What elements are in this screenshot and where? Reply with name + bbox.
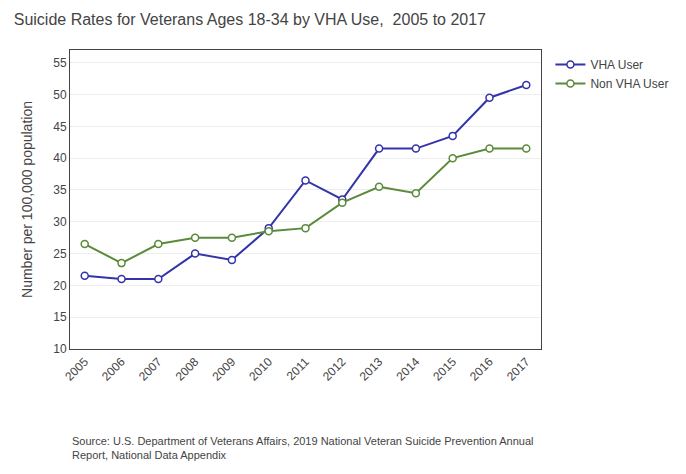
svg-text:45: 45 [53,120,67,134]
svg-text:2006: 2006 [99,355,128,384]
svg-text:2008: 2008 [173,355,202,384]
svg-text:30: 30 [53,215,67,229]
svg-text:2005: 2005 [62,355,91,384]
svg-text:2017: 2017 [504,355,533,384]
svg-text:Non VHA User: Non VHA User [590,77,668,91]
svg-text:40: 40 [53,151,67,165]
svg-text:50: 50 [53,88,67,102]
svg-text:VHA User: VHA User [590,58,643,72]
svg-text:2012: 2012 [320,355,349,384]
svg-text:2009: 2009 [209,355,238,384]
svg-text:25: 25 [53,247,67,261]
svg-text:Suicide Rates for Veterans Age: Suicide Rates for Veterans Ages 18-34 by… [14,11,486,28]
svg-text:15: 15 [53,310,67,324]
svg-text:20: 20 [53,279,67,293]
svg-text:10: 10 [53,342,67,356]
svg-text:2010: 2010 [246,355,275,384]
svg-text:35: 35 [53,183,67,197]
svg-text:Source: U.S. Department of Vet: Source: U.S. Department of Veterans Affa… [72,435,533,461]
svg-text:2016: 2016 [467,355,496,384]
svg-text:2007: 2007 [136,355,165,384]
svg-text:2014: 2014 [393,355,422,384]
svg-text:2015: 2015 [430,355,459,384]
svg-text:2011: 2011 [284,355,312,383]
svg-text:2013: 2013 [357,355,386,384]
svg-text:55: 55 [53,56,67,70]
svg-text:Number per 100,000 population: Number per 100,000 population [19,101,35,298]
